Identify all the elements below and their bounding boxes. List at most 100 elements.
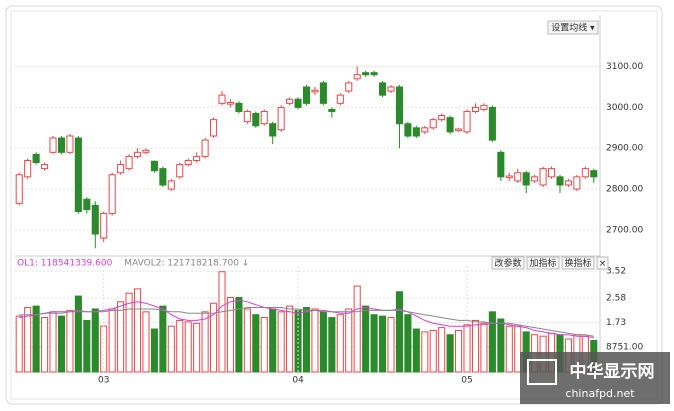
candle-body (429, 119, 437, 129)
volume-bar (74, 295, 82, 373)
candle-body (514, 172, 522, 182)
volume-bar (421, 331, 429, 373)
volume-bar (345, 308, 353, 373)
y-tick-label: 3.52 (606, 267, 626, 277)
volume-bar (446, 334, 454, 373)
candle-body (590, 170, 598, 178)
candle-body (573, 176, 581, 190)
volume-bar (100, 325, 108, 373)
candle-body (57, 137, 66, 153)
volume-bar (210, 302, 218, 373)
candle-body (49, 137, 57, 153)
volume-bar (243, 308, 251, 373)
watermark-title: 中华显示网 (570, 361, 655, 382)
watermark: 中华显示网 chinafpd.net (520, 352, 670, 404)
volume-bar (218, 271, 226, 373)
volume-bar (226, 297, 234, 373)
indicator-button-label[interactable]: 换指标 (564, 257, 591, 269)
candle-body (387, 86, 395, 92)
volume-bar (142, 311, 150, 373)
candle-body (362, 72, 370, 76)
candle-body (412, 127, 420, 137)
candle-body (226, 101, 234, 105)
indicator-button-label[interactable]: × (599, 259, 607, 269)
candle-body (83, 198, 91, 210)
candle-body (370, 72, 378, 76)
candle-body (117, 164, 125, 174)
candle-body (150, 160, 158, 172)
candle-body (438, 115, 446, 121)
candle-body (345, 82, 353, 92)
candle-body (142, 149, 150, 153)
volume-bar (286, 305, 294, 373)
candle-body (497, 151, 505, 178)
volume-bar (15, 315, 23, 373)
volume-bar (328, 317, 336, 373)
candle-body (193, 155, 201, 161)
y-tick-label: 2800.00 (606, 185, 643, 195)
candle-body (41, 164, 49, 170)
ma-settings-button[interactable] (547, 20, 599, 35)
candle-body (455, 128, 463, 132)
legend-label: MAVOL2: 121718218.700 ↓ (124, 259, 249, 269)
candle-body (133, 151, 142, 157)
ma-settings-label[interactable]: 设置均线 ▾ (551, 22, 595, 34)
candle-body (581, 168, 589, 178)
candle-body (125, 155, 133, 170)
candle-body (404, 123, 412, 137)
volume-bar (83, 319, 91, 373)
candle-body (108, 174, 116, 215)
candle-body (294, 98, 302, 108)
y-tick-label: 3100.00 (606, 62, 643, 72)
candle-body (463, 110, 471, 133)
candle-body (32, 153, 40, 164)
x-tick-label: 05 (461, 376, 472, 386)
volume-bar (176, 319, 184, 373)
y-tick-label: 3000.00 (606, 103, 643, 113)
volume-bar (24, 307, 32, 373)
ma-line (19, 307, 594, 337)
indicator-button[interactable] (596, 256, 609, 270)
candle-body (547, 168, 556, 178)
candle-body (505, 175, 513, 179)
indicator-button[interactable] (526, 256, 560, 270)
volume-bar (412, 328, 420, 373)
volume-bar (117, 301, 125, 373)
candle-body (159, 168, 167, 186)
volume-bar (32, 305, 40, 373)
volume-bar (159, 305, 167, 373)
volume-bar (395, 291, 403, 373)
volume-bar (480, 322, 488, 373)
candle-body (480, 104, 488, 110)
volume-bar (41, 317, 49, 373)
candle-body (522, 172, 530, 186)
volume-bar (302, 307, 311, 373)
candle-body (100, 213, 108, 239)
candle-body (252, 113, 260, 127)
volume-bar (235, 297, 243, 373)
volume-bar (91, 308, 99, 373)
candle-body (269, 123, 277, 137)
volume-bar (57, 315, 66, 373)
volume-bar (471, 319, 480, 373)
volume-bar (125, 292, 133, 373)
volume-bar (66, 309, 74, 373)
volume-bar (336, 314, 344, 373)
candle-body (319, 82, 327, 104)
candle-body (74, 137, 82, 213)
legend-label: OL1: 118541339.600 (17, 259, 113, 269)
indicator-button-label[interactable]: 加指标 (529, 257, 556, 269)
candle-body (395, 86, 403, 125)
indicator-button[interactable] (561, 256, 595, 270)
volume-bar (379, 315, 387, 373)
candle-body (277, 106, 285, 131)
candle-body (311, 89, 319, 93)
candle-body (421, 127, 429, 133)
indicator-button[interactable] (491, 256, 525, 270)
volume-bar (505, 325, 513, 373)
volume-bar (429, 329, 437, 373)
candle-body (24, 159, 32, 178)
candle-body (353, 74, 361, 80)
indicator-button-label[interactable]: 改参数 (494, 257, 521, 269)
